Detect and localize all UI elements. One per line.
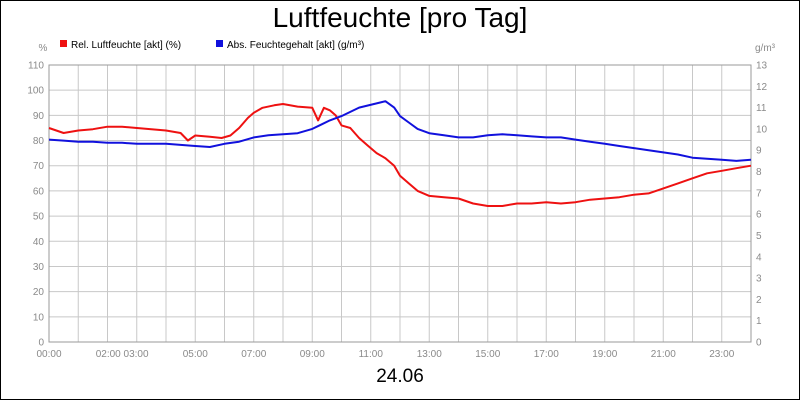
y-left-tick-label: 30 xyxy=(33,262,45,273)
legend-label: Rel. Luftfeuchte [akt] (%) xyxy=(71,40,181,51)
legend-label: Abs. Feuchtegehalt [akt] (g/m³) xyxy=(227,40,364,51)
y-right-tick-label: 12 xyxy=(756,82,768,93)
y-right-tick-label: 10 xyxy=(756,124,768,135)
y-right-tick-label: 7 xyxy=(756,188,762,199)
y-right-tick-label: 13 xyxy=(756,61,768,72)
y-left-tick-label: 80 xyxy=(33,136,45,147)
y-right-tick-label: 4 xyxy=(756,252,762,263)
y-right-tick-label: 2 xyxy=(756,295,762,306)
legend-swatch xyxy=(60,40,67,47)
chart-title: Luftfeuchte [pro Tag] xyxy=(272,2,528,33)
y-left-tick-label: 70 xyxy=(33,161,45,172)
x-tick-label: 07:00 xyxy=(241,349,266,360)
y-left-tick-label: 90 xyxy=(33,111,45,122)
x-tick-label: 15:00 xyxy=(475,349,500,360)
series-line-abs-feuchte xyxy=(48,100,752,162)
x-tick-label: 09:00 xyxy=(300,349,325,360)
y-left-unit: % xyxy=(39,43,48,54)
y-left-tick-label: 50 xyxy=(33,212,45,223)
x-tick-label: 13:00 xyxy=(417,349,442,360)
x-tick-label: 23:00 xyxy=(709,349,734,360)
x-tick-label: 05:00 xyxy=(183,349,208,360)
y-right-tick-label: 5 xyxy=(756,231,762,242)
x-tick-label: 11:00 xyxy=(359,349,384,360)
y-left-tick-label: 0 xyxy=(38,338,44,349)
y-right-tick-label: 0 xyxy=(756,338,762,349)
x-tick-label: 21:00 xyxy=(651,349,676,360)
series-line-rel-feuchte xyxy=(48,103,752,207)
y-left-tick-label: 110 xyxy=(28,61,44,72)
y-left-tick-label: 10 xyxy=(33,312,45,323)
y-right-tick-label: 3 xyxy=(756,274,762,285)
y-left-tick-label: 60 xyxy=(33,186,45,197)
y-left-tick-label: 40 xyxy=(33,237,45,248)
x-tick-label: 17:00 xyxy=(534,349,559,360)
x-tick-label: 19:00 xyxy=(592,349,617,360)
y-right-unit: g/m³ xyxy=(755,43,776,54)
y-right-tick-label: 8 xyxy=(756,167,762,178)
y-right-tick-label: 6 xyxy=(756,210,762,221)
x-tick-label: 00:00 xyxy=(36,349,61,360)
y-left-tick-label: 100 xyxy=(27,86,44,97)
x-tick-label: 02:00 03:00 xyxy=(96,349,149,360)
legend-swatch xyxy=(216,40,223,47)
y-right-tick-label: 11 xyxy=(756,103,767,114)
plot-border xyxy=(48,64,752,343)
y-left-tick-label: 20 xyxy=(33,287,45,298)
y-right-tick-label: 9 xyxy=(756,146,762,157)
y-right-tick-label: 1 xyxy=(756,316,762,327)
x-axis-label: 24.06 xyxy=(376,366,424,387)
